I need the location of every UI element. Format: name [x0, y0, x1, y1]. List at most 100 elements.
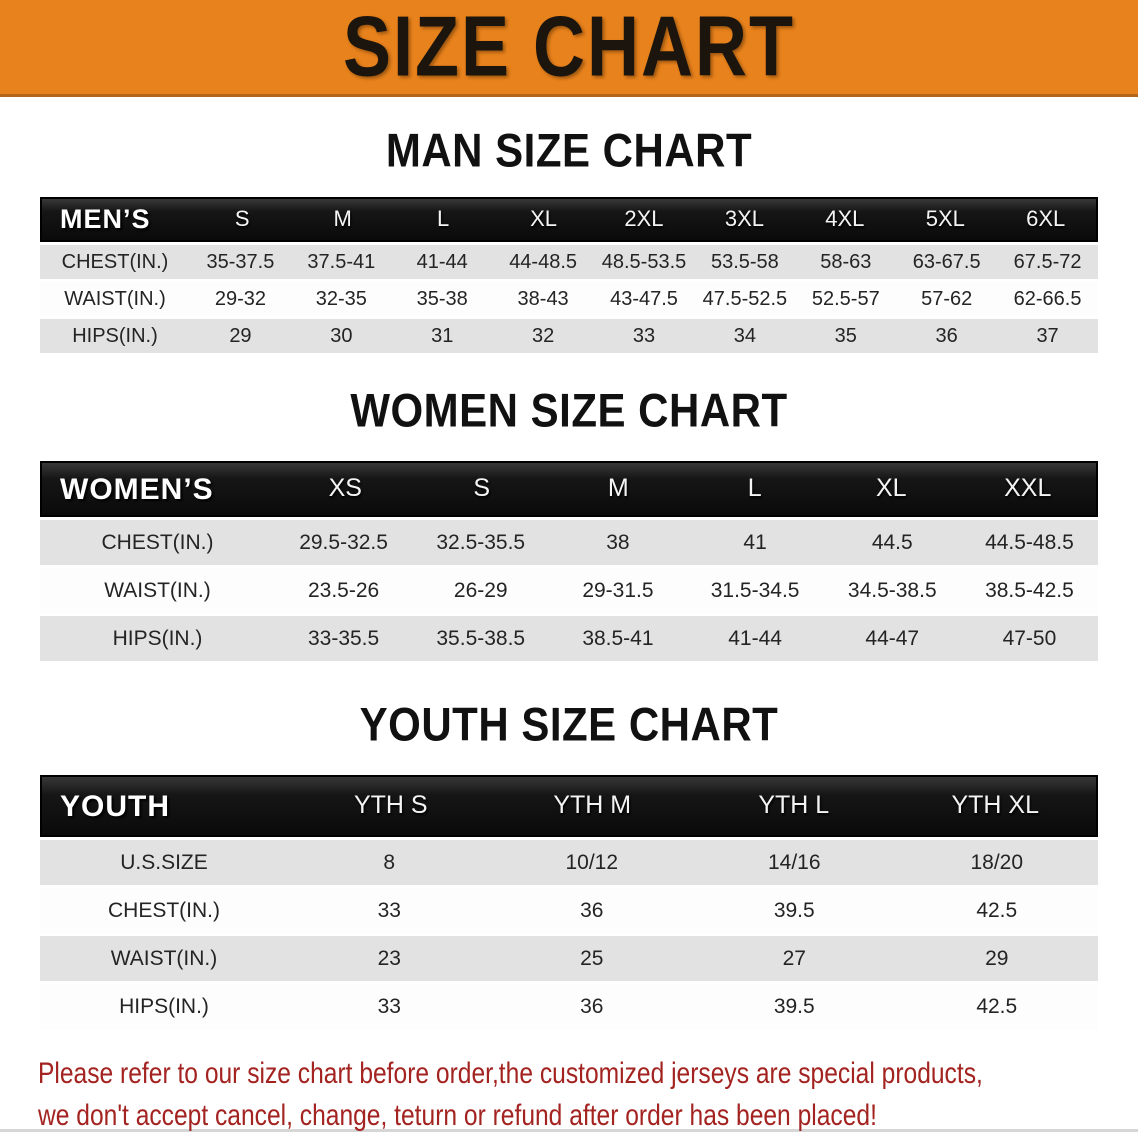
column-header: XL	[875, 474, 907, 503]
table-row: HIPS(IN.) 33-35.5 35.5-38.5 38.5-41 41-44 44-…	[40, 616, 1098, 661]
row-label: WAIST(IN.)	[104, 578, 211, 602]
cell-value: 63-67.5	[912, 251, 981, 273]
column-header: S	[473, 474, 491, 503]
women-chart-heading: WOMEN SIZE CHART	[350, 384, 788, 437]
cell-value: 47.5-52.5	[702, 288, 788, 310]
section-youth: YOUTH SIZE CHART YOUTH YTH S YTH M YTH L YTH…	[0, 698, 1138, 1029]
cell-value: 31	[431, 325, 454, 347]
table-corner-label: MEN’S	[60, 203, 151, 234]
cell-value: 31.5-34.5	[710, 578, 800, 602]
cell-value: 29-32	[214, 288, 267, 310]
table-row: CHEST(IN.) 33 36 39.5 42.5	[40, 888, 1098, 933]
column-header: XL	[530, 206, 557, 232]
cell-value: 29	[229, 325, 252, 347]
cell-value: 29-31.5	[582, 578, 654, 602]
charts-container: MAN SIZE CHART MEN’S S M L XL 2XL 3XL 4XL 5XL 6XL…	[0, 124, 1138, 1029]
table-row: WAIST(IN.) 29-32 32-35 35-38 38-43 43-47.5 47.…	[40, 282, 1098, 316]
cell-value: 18/20	[970, 850, 1024, 874]
row-label: HIPS(IN.)	[112, 626, 203, 650]
cell-value: 43-47.5	[610, 288, 678, 310]
cell-value: 29	[985, 946, 1009, 970]
row-label: WAIST(IN.)	[110, 946, 218, 970]
cell-value: 38.5-41	[582, 626, 654, 650]
table-row: HIPS(IN.) 33 36 39.5 42.5	[40, 984, 1098, 1029]
cell-value: 35-37.5	[206, 251, 275, 273]
column-header: 6XL	[1026, 206, 1066, 232]
table-row: CHEST(IN.) 35-37.5 37.5-41 41-44 44-48.5 48.5…	[40, 245, 1098, 279]
cell-value: 34.5-38.5	[847, 578, 937, 602]
cell-value: 33-35.5	[307, 626, 380, 650]
column-header: S	[234, 206, 250, 232]
section-women: WOMEN SIZE CHART WOMEN’S XS S M L XL XXL CHEST(…	[0, 384, 1138, 661]
column-header: 4XL	[825, 206, 865, 232]
cell-value: 41-44	[728, 626, 782, 650]
cell-value: 35-38	[416, 288, 468, 310]
footer-notice: Please refer to our size chart before or…	[0, 1053, 1138, 1132]
cell-value: 10/12	[565, 850, 619, 874]
cell-value: 38	[606, 530, 630, 554]
row-label: CHEST(IN.)	[61, 251, 169, 273]
row-label: HIPS(IN.)	[72, 325, 158, 347]
column-header: M	[333, 206, 352, 232]
cell-value: 42.5	[976, 994, 1018, 1018]
column-header: YTH M	[553, 791, 632, 820]
cell-value: 67.5-72	[1013, 251, 1082, 273]
cell-value: 44-47	[865, 626, 920, 650]
section-men: MAN SIZE CHART MEN’S S M L XL 2XL 3XL 4XL 5XL 6XL…	[0, 124, 1138, 353]
column-header: 2XL	[624, 206, 664, 232]
youth-chart-heading: YOUTH SIZE CHART	[359, 698, 779, 751]
row-label: U.S.SIZE	[120, 850, 208, 874]
cell-value: 37	[1036, 325, 1059, 347]
table-header-row: WOMEN’S XS S M L XL XXL	[40, 461, 1098, 517]
men-size-table: MEN’S S M L XL 2XL 3XL 4XL 5XL 6XL CHEST(IN.) 35-37…	[40, 197, 1098, 353]
cell-value: 44.5	[871, 530, 913, 554]
table-row: HIPS(IN.) 29 30 31 32 33 34 35 36 37	[40, 319, 1098, 353]
cell-value: 39.5	[773, 898, 815, 922]
cell-value: 44.5-48.5	[985, 530, 1074, 554]
row-label: WAIST(IN.)	[64, 288, 166, 310]
cell-value: 26-29	[453, 578, 508, 602]
cell-value: 35.5-38.5	[436, 626, 526, 650]
row-label: CHEST(IN.)	[108, 898, 220, 922]
cell-value: 58-63	[820, 251, 872, 273]
table-corner-label: YOUTH	[60, 789, 170, 823]
column-header: 3XL	[724, 206, 764, 232]
cell-value: 48.5-53.5	[601, 251, 687, 273]
notice-line-2: we don't accept cancel, change, teturn o…	[38, 1099, 877, 1132]
cell-value: 35	[834, 325, 857, 347]
table-row: WAIST(IN.) 23 25 27 29	[40, 936, 1098, 981]
banner: SIZE CHART	[0, 0, 1138, 97]
cell-value: 33	[377, 898, 401, 922]
column-header: YTH L	[758, 791, 830, 820]
table-row: CHEST(IN.) 29.5-32.5 32.5-35.5 38 41 44.5 44.5…	[40, 520, 1098, 565]
row-label: CHEST(IN.)	[101, 530, 214, 554]
table-header-row: MEN’S S M L XL 2XL 3XL 4XL 5XL 6XL	[40, 197, 1098, 242]
table-corner-label: WOMEN’S	[60, 472, 214, 506]
cell-value: 62-66.5	[1013, 288, 1082, 310]
women-size-table: WOMEN’S XS S M L XL XXL CHEST(IN.) 29.5-32.5 32.5…	[40, 461, 1098, 661]
notice-line-1: Please refer to our size chart before or…	[38, 1057, 983, 1090]
cell-value: 37.5-41	[307, 251, 376, 273]
cell-value: 41	[743, 530, 767, 554]
cell-value: 36	[935, 325, 958, 347]
cell-value: 36	[580, 994, 604, 1018]
page-title: SIZE CHART	[343, 0, 795, 95]
column-header: L	[436, 206, 450, 232]
column-header: L	[747, 474, 762, 503]
cell-value: 32-35	[315, 288, 367, 310]
cell-value: 41-44	[416, 251, 468, 273]
cell-value: 38-43	[517, 288, 569, 310]
cell-value: 27	[782, 946, 806, 970]
cell-value: 33	[377, 994, 401, 1018]
column-header: 5XL	[925, 206, 965, 232]
row-label: HIPS(IN.)	[119, 994, 209, 1018]
cell-value: 38.5-42.5	[985, 578, 1074, 602]
table-row: U.S.SIZE 8 10/12 14/16 18/20	[40, 840, 1098, 885]
cell-value: 14/16	[767, 850, 821, 874]
men-chart-heading: MAN SIZE CHART	[385, 124, 753, 177]
youth-size-table: YOUTH YTH S YTH M YTH L YTH XL U.S.SIZE 8 10/12…	[40, 775, 1098, 1029]
column-header: M	[607, 474, 629, 503]
column-header: YTH S	[353, 791, 428, 820]
cell-value: 42.5	[976, 898, 1018, 922]
